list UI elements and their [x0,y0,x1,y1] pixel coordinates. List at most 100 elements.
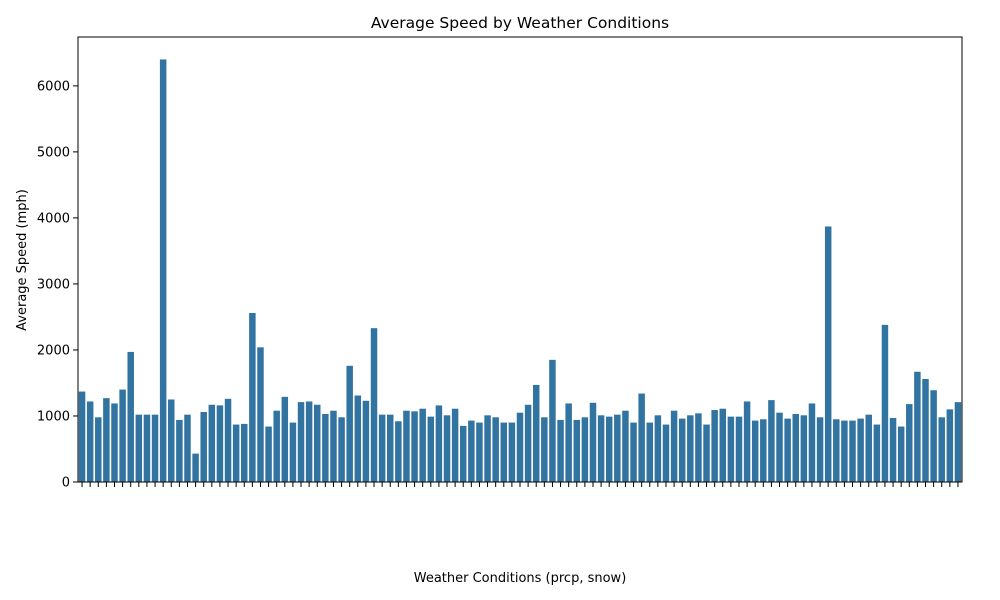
bar [419,408,426,482]
y-axis-label: Average Speed (mph) [15,189,30,331]
bar [508,422,516,482]
bar [881,324,889,482]
bar [938,417,945,482]
bar [784,418,791,482]
bar [289,422,297,482]
y-tick-label: 3000 [37,277,70,292]
bar [176,419,183,482]
y-tick-label: 4000 [37,211,70,226]
bar [914,371,921,482]
bar [662,424,670,482]
bar [735,416,743,482]
bar [630,422,637,482]
bar [200,412,207,482]
bar [849,420,856,482]
bar [703,424,710,482]
bar [954,402,962,482]
bar [135,414,143,482]
bar [241,423,248,482]
bar [857,418,864,482]
bar [751,420,759,482]
bar [403,410,410,482]
bar [443,415,451,482]
bar [95,417,102,482]
bar [638,393,645,482]
bar [370,328,378,482]
bar [776,412,783,482]
bar [930,390,937,482]
bar [654,415,662,482]
bar [224,398,232,482]
bar [273,410,280,482]
bar [459,425,467,482]
bar [151,414,159,482]
bar [451,408,459,482]
bar [816,417,824,482]
bar [330,410,337,482]
bar [719,408,726,482]
bar [768,400,775,482]
bar [411,411,418,482]
bar [281,396,289,482]
bar [346,365,353,482]
bar [127,351,134,482]
bar [111,403,118,482]
bar [208,404,216,482]
bar [711,410,718,482]
bar [500,422,508,482]
bar [873,424,881,482]
bar [549,359,556,482]
bar [946,409,954,482]
bar [800,415,808,482]
bar [597,415,605,482]
bar [687,415,694,482]
bar [646,422,654,482]
bar [524,404,532,482]
bar [614,414,621,482]
y-tick-label: 6000 [37,79,70,94]
bar [678,418,686,482]
bar [159,59,167,483]
bar [695,413,702,482]
bar [338,417,345,482]
bar [865,414,872,482]
bar [192,453,199,482]
x-axis-label: Weather Conditions (prcp, snow) [414,571,627,586]
bar [484,415,491,482]
y-tick-label: 1000 [37,409,70,424]
bar [889,417,897,482]
bar [833,419,840,482]
bar [362,400,370,482]
bar [86,401,94,482]
y-tick-label: 2000 [37,343,70,358]
bar [395,421,402,482]
bar [541,417,548,482]
bar [257,347,264,482]
bar [435,405,443,482]
bar [297,402,305,482]
bar [841,420,848,482]
bar [565,403,572,482]
bar [727,416,735,482]
bar [427,416,435,482]
bar [824,226,832,482]
bar [573,419,581,482]
bar [792,413,799,482]
bar [760,419,767,482]
bar [354,395,362,482]
y-tick-label: 5000 [37,145,70,160]
bar [378,414,386,482]
bar [103,398,110,482]
bar [314,404,321,482]
bar [605,416,613,482]
bar [78,391,86,482]
bar [492,417,499,482]
bar [743,401,751,482]
bar [476,422,483,482]
bar [216,405,224,482]
bar [622,410,629,482]
bar [808,403,816,482]
bar [232,424,240,482]
bar [532,384,540,482]
bar [906,404,913,482]
